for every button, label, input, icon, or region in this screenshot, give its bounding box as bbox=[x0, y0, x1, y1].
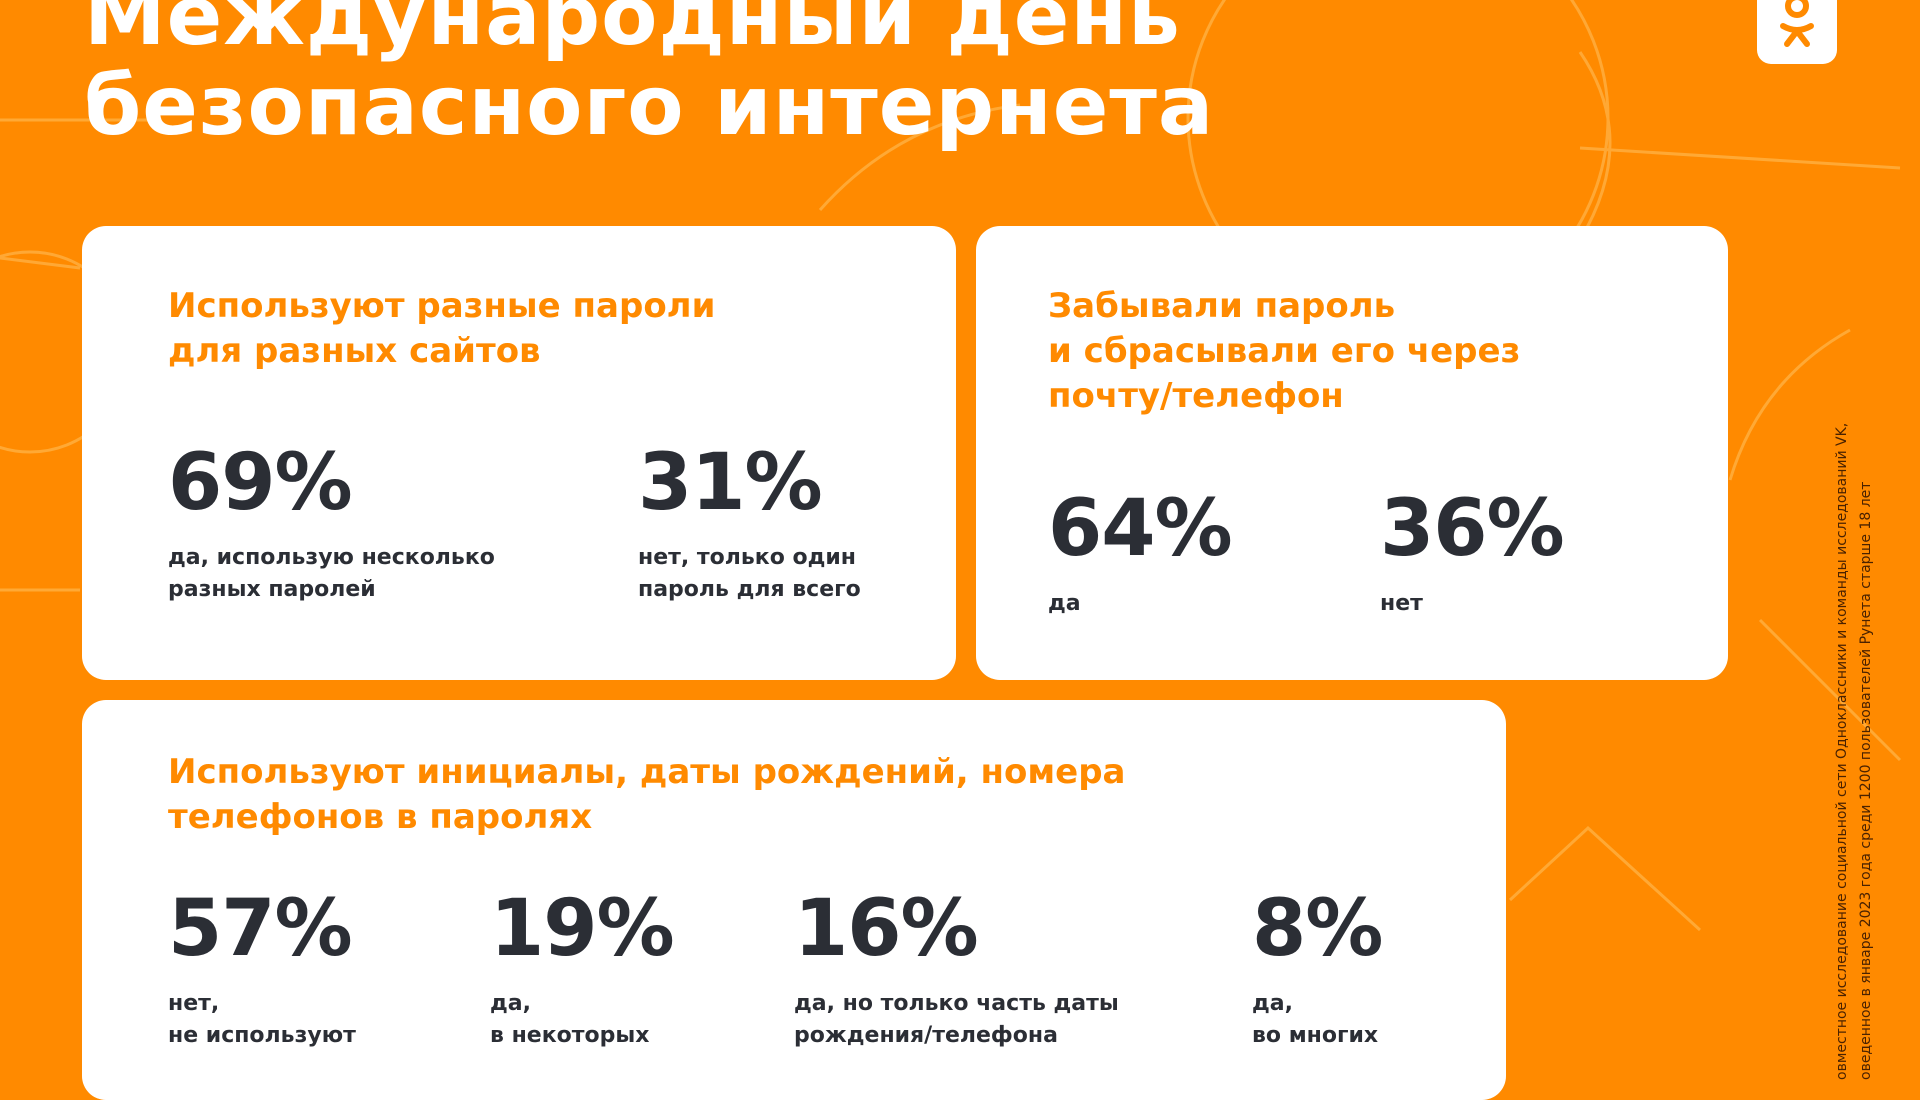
card-heading-line: Используют инициалы, даты рождений, номе… bbox=[168, 752, 1126, 792]
card-password-reset: Забывали пароль и сбрасывали его через п… bbox=[976, 226, 1728, 680]
stat-label: да, в некоторых bbox=[490, 988, 674, 1052]
stat-label-line: нет, bbox=[168, 991, 220, 1016]
stat-value: 64% bbox=[1048, 484, 1233, 574]
page-title-line: Международный день bbox=[84, 0, 1181, 64]
stat-label-line: не используют bbox=[168, 1023, 356, 1048]
stat-value: 31% bbox=[638, 438, 823, 528]
stat-label: нет, не используют bbox=[168, 988, 356, 1052]
page-title: Международный день безопасного интернета bbox=[84, 0, 1284, 152]
card-personal-data-passwords: Используют инициалы, даты рождений, номе… bbox=[82, 700, 1506, 1100]
stat-label-line: в некоторых bbox=[490, 1023, 650, 1048]
stat-label-line: во многих bbox=[1252, 1023, 1379, 1048]
stat-label-line: да bbox=[1048, 591, 1081, 616]
stat-label-line: да, использую несколько bbox=[168, 545, 495, 570]
stat-value: 36% bbox=[1380, 484, 1565, 574]
stat-label: да, но только часть даты рождения/телефо… bbox=[794, 988, 1119, 1052]
stat-value: 8% bbox=[1252, 884, 1383, 974]
card-heading-line: Забывали пароль bbox=[1048, 286, 1396, 326]
card-heading-line: Используют разные пароли bbox=[168, 286, 716, 326]
stat-block: 8% да, во многих bbox=[1252, 884, 1383, 1052]
card-heading: Используют разные пароли для разных сайт… bbox=[168, 284, 715, 374]
source-note-line: овместное исследование социальной сети О… bbox=[1834, 422, 1850, 1080]
stat-value: 19% bbox=[490, 884, 675, 974]
stat-block: 16% да, но только часть даты рождения/те… bbox=[794, 890, 1119, 1052]
stat-block: 36% нет bbox=[1380, 484, 1565, 620]
stat-block: 64% да bbox=[1048, 484, 1233, 620]
stat-block: 69% да, использую несколько разных парол… bbox=[168, 444, 495, 606]
card-heading: Забывали пароль и сбрасывали его через п… bbox=[1048, 284, 1520, 419]
card-heading: Используют инициалы, даты рождений, номе… bbox=[168, 750, 1126, 840]
card-heading-line: и сбрасывали его через bbox=[1048, 331, 1521, 371]
source-note: овместное исследование социальной сети О… bbox=[1830, 340, 1878, 1080]
stat-label-line: да, bbox=[490, 991, 531, 1016]
stat-label-line: пароль для всего bbox=[638, 577, 861, 602]
stat-block: 57% нет, не используют bbox=[168, 890, 356, 1052]
stat-value: 69% bbox=[168, 438, 353, 528]
card-heading-line: для разных сайтов bbox=[168, 331, 541, 371]
card-heading-line: телефонов в паролях bbox=[168, 797, 593, 837]
stat-label: нет bbox=[1380, 588, 1564, 620]
stat-label-line: рождения/телефона bbox=[794, 1023, 1058, 1048]
card-different-passwords: Используют разные пароли для разных сайт… bbox=[82, 226, 956, 680]
ok-logo-icon bbox=[1780, 0, 1814, 47]
stat-label-line: нет, только один bbox=[638, 545, 856, 570]
page-title-line: безопасного интернета bbox=[84, 59, 1215, 155]
stat-block: 31% нет, только один пароль для всего bbox=[638, 444, 861, 606]
stat-label-line: да, но только часть даты bbox=[794, 991, 1119, 1016]
card-heading-line: почту/телефон bbox=[1048, 376, 1344, 416]
stat-value: 16% bbox=[794, 884, 979, 974]
stat-block: 19% да, в некоторых bbox=[490, 884, 675, 1052]
stat-label: нет, только один пароль для всего bbox=[638, 542, 861, 606]
ok-logo bbox=[1757, 0, 1837, 64]
stat-label-line: нет bbox=[1380, 591, 1423, 616]
stat-label-line: да, bbox=[1252, 991, 1293, 1016]
stat-label: да bbox=[1048, 588, 1232, 620]
stat-label: да, использую несколько разных паролей bbox=[168, 542, 495, 606]
stat-label-line: разных паролей bbox=[168, 577, 376, 602]
source-note-line: оведенное в январе 2023 года среди 1200 … bbox=[1858, 481, 1874, 1080]
stat-value: 57% bbox=[168, 884, 353, 974]
stat-label: да, во многих bbox=[1252, 988, 1382, 1052]
